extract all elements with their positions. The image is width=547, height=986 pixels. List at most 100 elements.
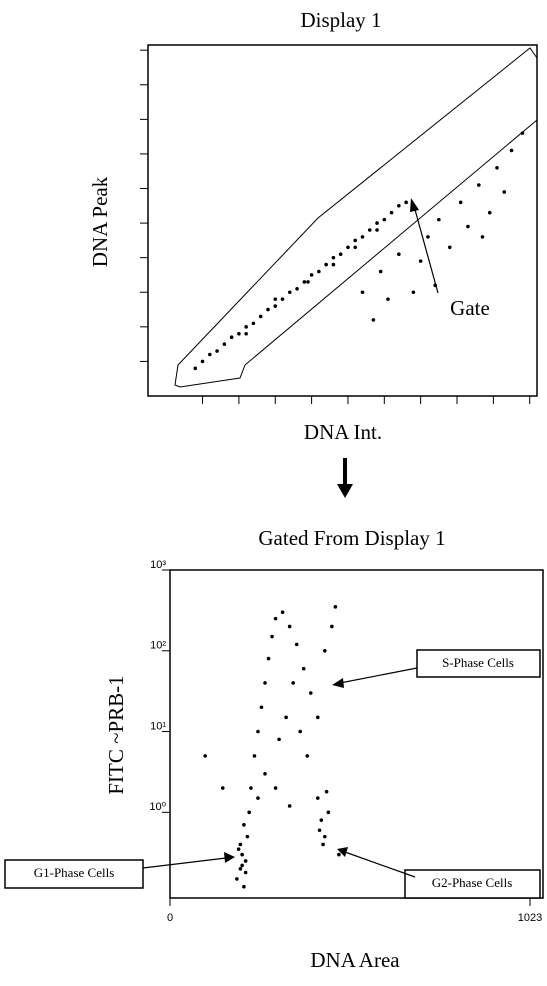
data-point	[418, 259, 423, 263]
x-axis-label: DNA Area	[310, 948, 400, 972]
data-point	[397, 252, 401, 257]
y-tick-label: 10¹	[150, 720, 166, 732]
data-point	[301, 666, 306, 671]
data-point	[287, 804, 292, 808]
data-point	[215, 349, 219, 353]
data-point	[437, 217, 441, 222]
data-point	[235, 877, 239, 881]
data-point	[273, 304, 278, 308]
annotation-arrow	[339, 667, 418, 684]
data-point	[259, 705, 264, 710]
plot-frame	[147, 44, 538, 397]
data-point	[309, 273, 314, 277]
flow-arrow-head	[337, 484, 353, 498]
data-point	[375, 221, 379, 225]
annotation-box	[4, 859, 144, 889]
arrow-head	[224, 852, 235, 863]
data-point	[236, 847, 241, 851]
data-point	[280, 297, 285, 301]
y-tick-label: 10²	[150, 640, 166, 652]
data-point	[426, 235, 430, 239]
data-point	[360, 290, 365, 295]
data-point	[298, 729, 302, 734]
data-point	[229, 335, 234, 340]
plot-frame	[169, 569, 544, 899]
data-point	[338, 252, 343, 257]
data-point	[458, 200, 463, 205]
data-point	[222, 342, 227, 346]
data-point	[477, 183, 481, 187]
data-point	[317, 269, 321, 274]
data-point	[367, 228, 372, 232]
data-point	[333, 605, 338, 609]
data-point	[238, 866, 243, 871]
data-point	[378, 269, 383, 274]
data-point	[324, 789, 329, 794]
data-point	[337, 852, 341, 857]
x-tick-label: 1023	[518, 912, 542, 924]
y-tick-label: 10⁰	[149, 801, 166, 813]
data-point	[404, 200, 408, 205]
data-point	[266, 307, 270, 312]
data-point	[273, 616, 278, 621]
data-point	[389, 210, 394, 215]
data-point	[433, 283, 438, 288]
data-point	[466, 224, 470, 229]
arrow-head	[410, 198, 419, 212]
data-point	[495, 165, 499, 170]
data-point	[487, 210, 492, 215]
data-point	[331, 255, 336, 260]
data-point	[266, 656, 271, 661]
data-point	[382, 217, 387, 222]
data-point	[324, 262, 328, 267]
arrow-head	[332, 678, 344, 688]
data-point	[317, 828, 322, 833]
y-axis-label: DNA Peak	[88, 176, 112, 267]
data-point	[308, 691, 313, 695]
data-point	[295, 286, 299, 291]
data-point	[360, 235, 365, 239]
annotation-box	[416, 649, 541, 678]
data-point	[502, 190, 507, 194]
data-point	[242, 884, 246, 889]
y-tick-label: 10³	[150, 559, 166, 571]
data-point	[220, 786, 225, 790]
data-point	[273, 786, 278, 790]
data-point	[243, 859, 248, 863]
data-point	[240, 863, 244, 868]
annotation: G1-Phase Cells	[34, 865, 115, 880]
y-axis-label: FITC ~PRB-1	[104, 675, 128, 794]
data-point	[277, 737, 281, 742]
data-point	[252, 754, 257, 758]
data-point	[263, 681, 267, 685]
data-point	[291, 681, 295, 685]
data-point	[480, 235, 485, 239]
data-point	[258, 314, 263, 319]
data-point	[411, 290, 416, 295]
data-point	[256, 729, 260, 734]
title-backdrop	[282, 6, 400, 42]
data-point	[245, 834, 250, 839]
annotation-arrow	[413, 205, 439, 294]
data-point	[249, 786, 253, 790]
annotation-box	[404, 869, 541, 899]
data-point	[315, 796, 320, 800]
data-point	[323, 834, 327, 839]
data-point	[447, 245, 452, 250]
data-point	[200, 359, 205, 364]
chart-title: Gated From Display 1	[258, 526, 445, 550]
data-point	[237, 331, 241, 336]
data-point	[321, 842, 325, 847]
data-point	[353, 238, 358, 243]
x-tick-label: 0	[167, 912, 173, 924]
data-point	[509, 148, 514, 153]
data-point	[270, 634, 274, 639]
data-point	[287, 624, 292, 629]
x-axis-label: DNA Int.	[304, 420, 382, 444]
annotation: S-Phase Cells	[442, 655, 514, 670]
data-point	[323, 648, 327, 653]
annotation-arrow	[142, 857, 227, 869]
data-point	[371, 318, 376, 322]
data-point	[319, 818, 324, 822]
